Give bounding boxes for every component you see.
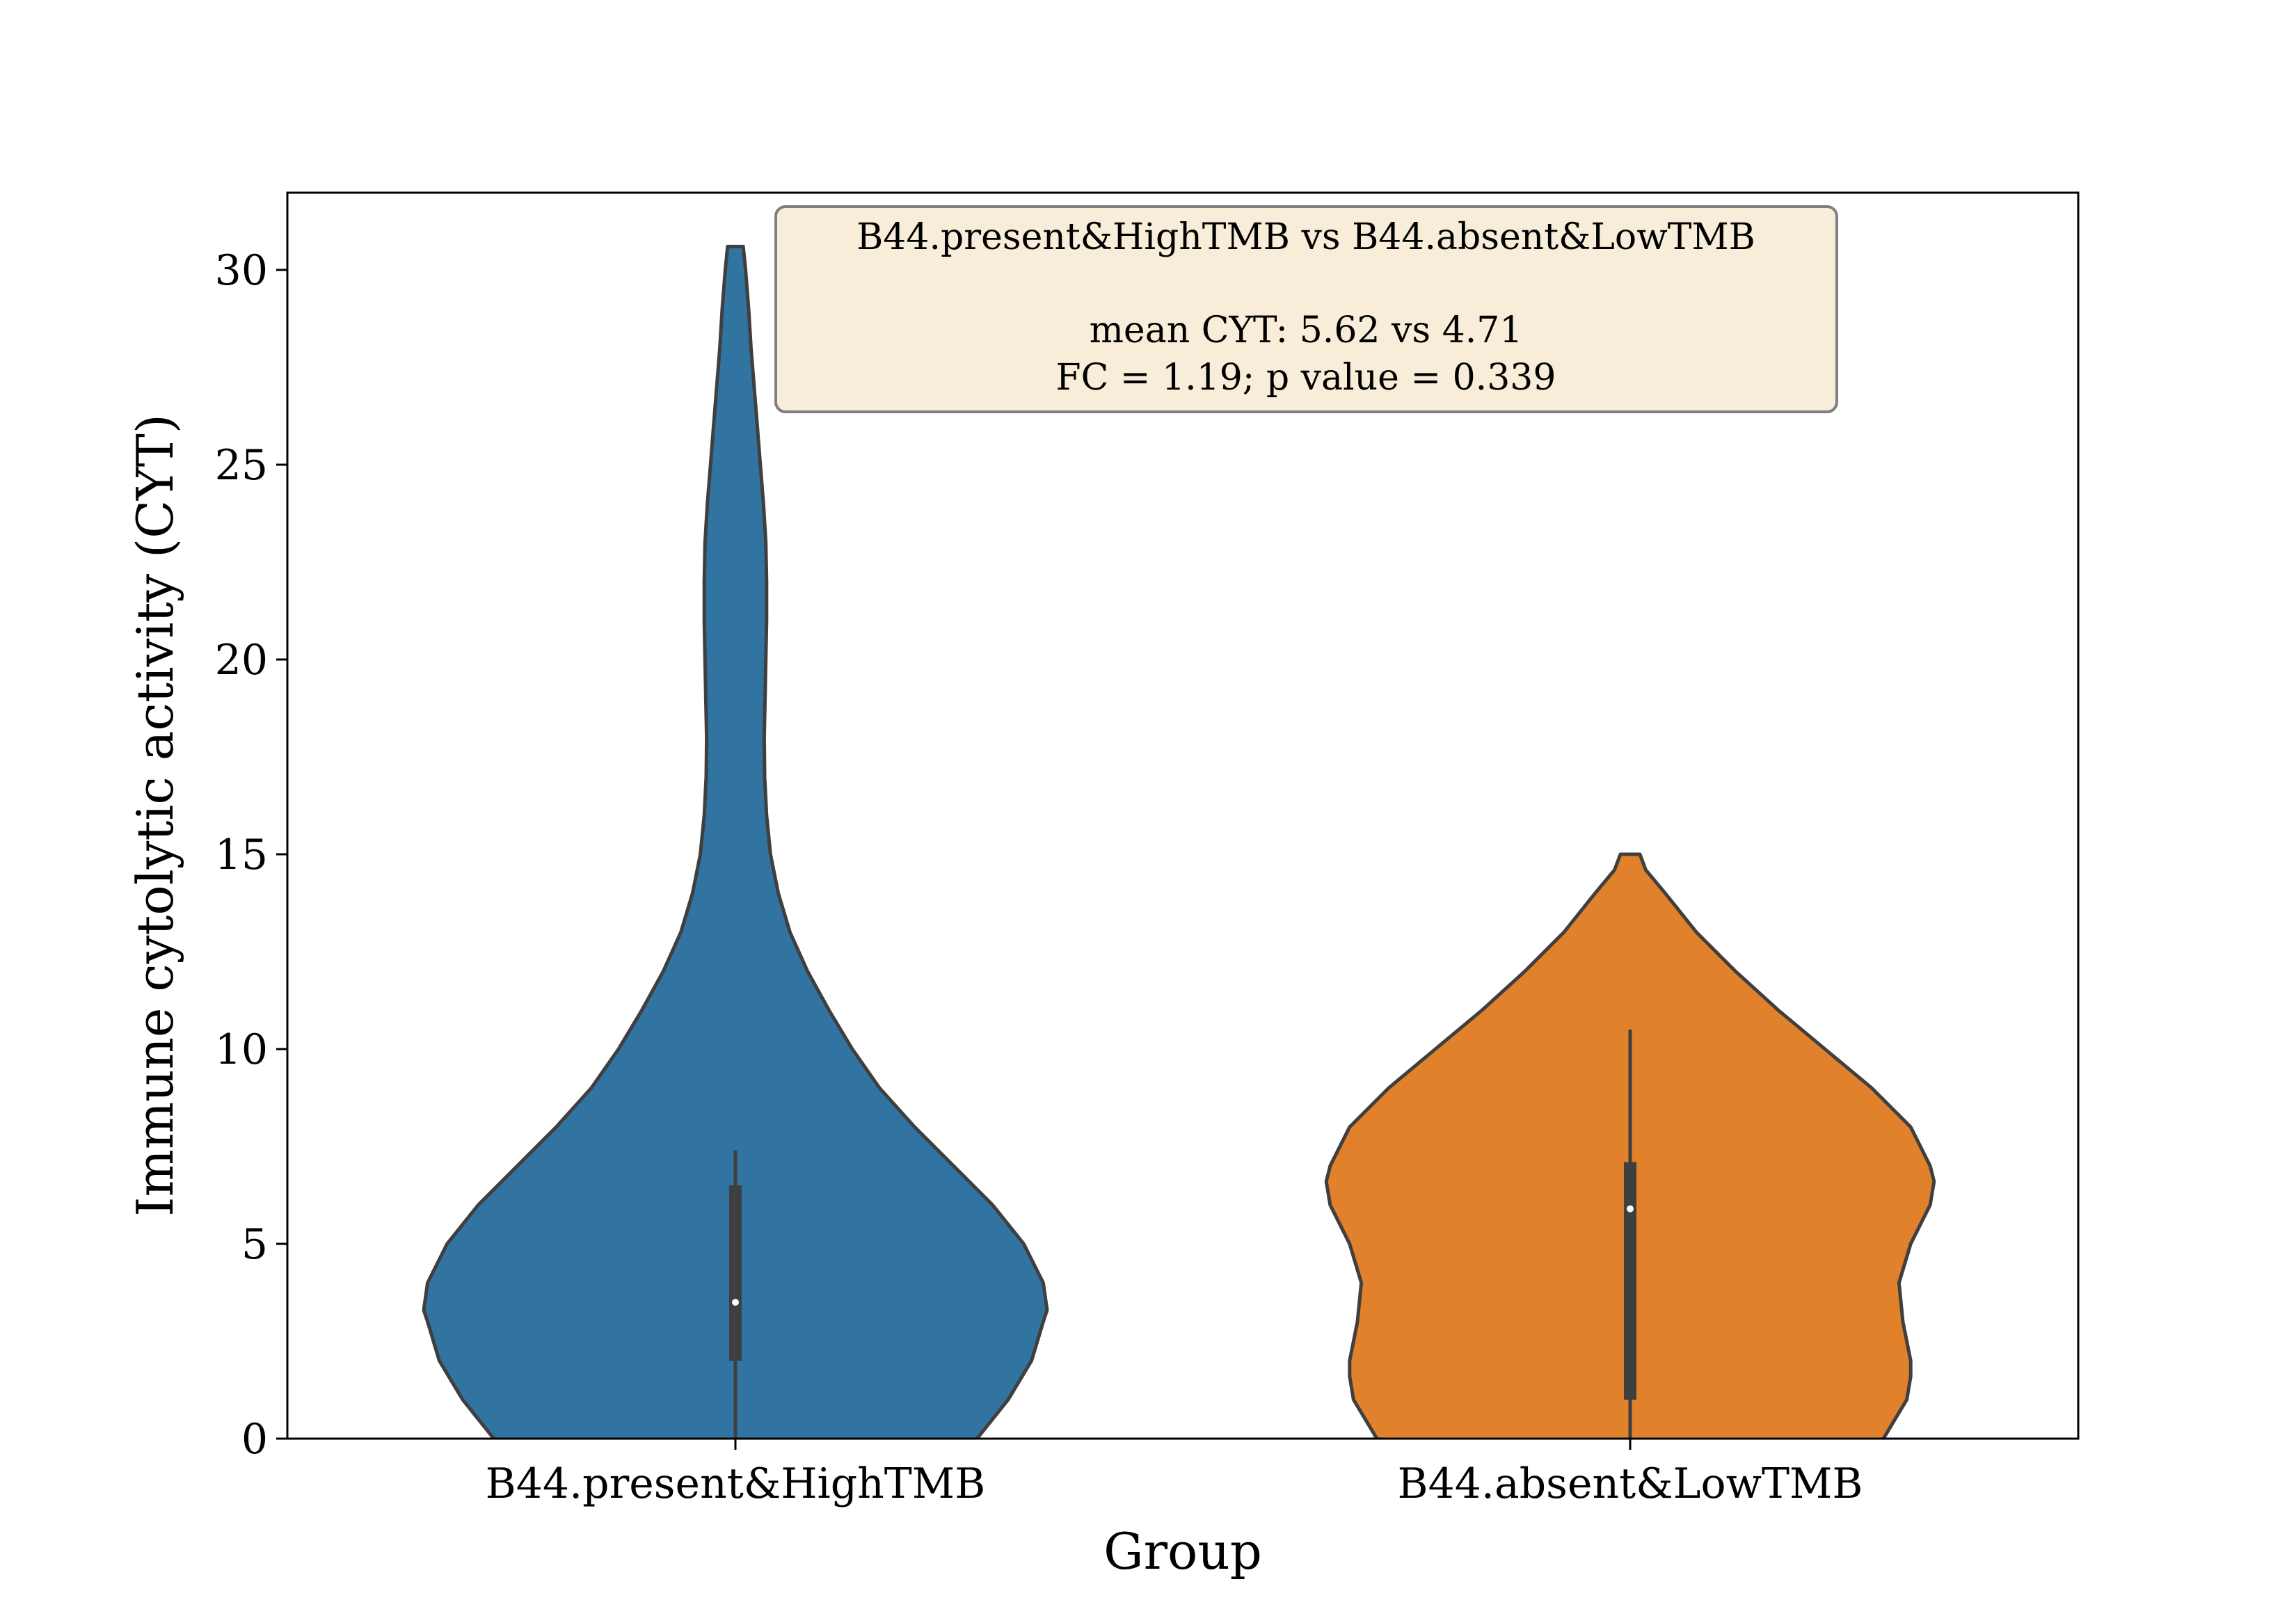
y-axis: 0 5 10 15 20 25 30 [215,246,287,1464]
y-tick-label: 20 [215,636,268,685]
annotation-box [774,205,1838,413]
median-dot-1 [732,1299,739,1306]
y-axis-title: Immune cytolytic activity (CYT) [126,414,184,1217]
x-axis: B44.present&HighTMB B44.absent&LowTMB [486,1439,1863,1508]
y-tick-label: 10 [215,1025,268,1074]
iqr-box-2 [1624,1162,1636,1400]
violins-layer [422,244,1936,1439]
y-tick-label: 0 [241,1415,268,1464]
y-tick-label: 25 [215,441,268,490]
x-axis-title: Group [1103,1522,1262,1581]
annotation-line-3: FC = 1.19; p value = 0.339 [1056,357,1556,399]
y-tick-label: 15 [215,831,268,879]
x-tick-label: B44.present&HighTMB [486,1460,986,1508]
plot-frame [286,191,2080,1440]
stats-annotation: B44.present&HighTMB vs B44.absent&LowTMB… [774,205,1838,413]
violin-1 [422,244,1049,1439]
y-tick-label: 30 [215,246,268,295]
annotation-line-1: B44.present&HighTMB vs B44.absent&LowTMB [856,216,1755,258]
x-tick-label: B44.absent&LowTMB [1397,1460,1863,1508]
y-tick-label: 5 [241,1220,268,1269]
boxes-layer [729,1030,1636,1439]
median-dot-2 [1627,1205,1634,1213]
iqr-box-1 [729,1185,742,1361]
annotation-line-2: mean CYT: 5.62 vs 4.71 [1090,310,1523,351]
